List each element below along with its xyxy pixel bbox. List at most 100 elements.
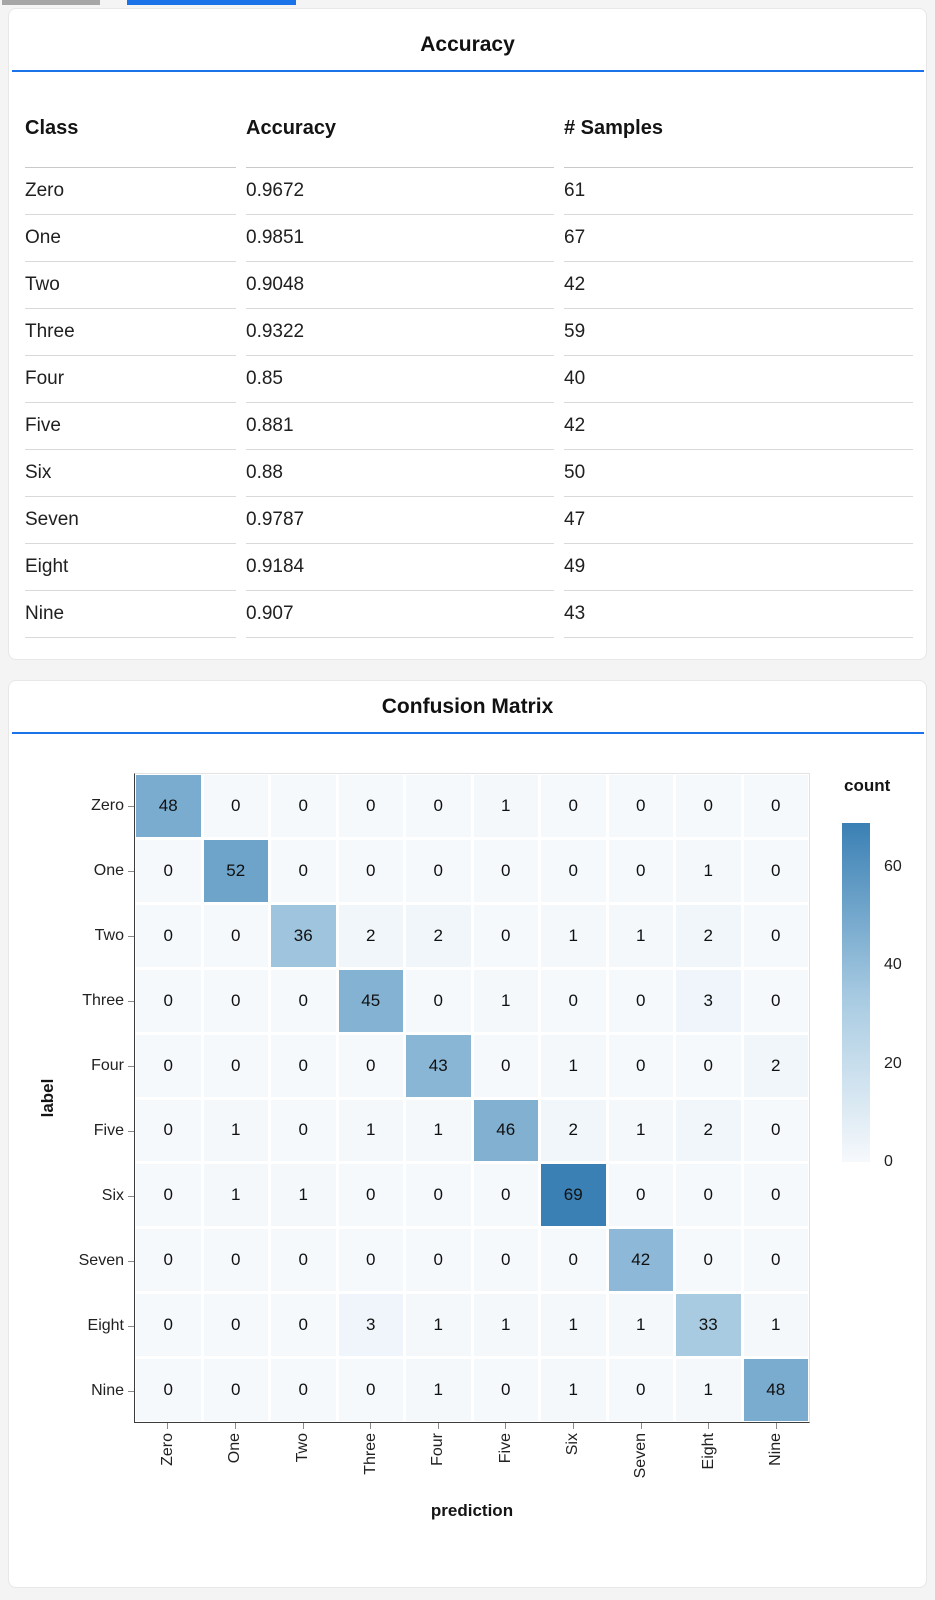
heatmap-cell: 0 <box>203 1359 268 1421</box>
heatmap-cell: 0 <box>676 775 741 837</box>
table-cell: Zero <box>25 168 236 215</box>
heatmap-cell: 1 <box>608 1099 673 1162</box>
heatmap-plot: 48 0 0 0 0 1 0 0 0 0 0 52 0 0 0 0 0 0 1 0 0 0 36 2 2 0 1 1 2 0 0 0 0 45 0 1… <box>134 773 810 1423</box>
x-axis-label: One <box>226 1433 244 1464</box>
heatmap-cell: 0 <box>406 969 471 1032</box>
heatmap-cell: 0 <box>338 1229 403 1292</box>
table-cell: 0.9048 <box>246 262 554 309</box>
table-cell: One <box>25 215 236 262</box>
heatmap-cell: 0 <box>473 904 538 967</box>
table-cell: 0.907 <box>246 591 554 638</box>
heatmap-cell: 0 <box>136 1099 201 1162</box>
x-axis-tick <box>167 1423 169 1429</box>
heatmap-cell: 3 <box>676 969 741 1032</box>
heatmap-cell: 0 <box>743 1164 808 1227</box>
heatmap-cell: 0 <box>541 839 606 902</box>
heatmap-cell: 1 <box>541 1034 606 1097</box>
confusion-matrix-title: Confusion Matrix <box>381 695 554 718</box>
heatmap-cell: 0 <box>406 839 471 902</box>
heatmap-cell: 0 <box>406 1164 471 1227</box>
confusion-matrix-panel: Confusion Matrix 48 0 0 0 0 1 0 0 0 0 0 52 0 0 0 0 0 0 1 0 0… <box>8 680 927 1588</box>
column-header--samples: # Samples <box>564 89 913 168</box>
y-axis-tick <box>128 1260 134 1262</box>
table-cell: Six <box>25 450 236 497</box>
table-row: Three 0.9322 59 <box>25 309 913 356</box>
heatmap-cell: 0 <box>473 839 538 902</box>
x-axis-tick <box>775 1423 777 1429</box>
heatmap-cell: 0 <box>743 839 808 902</box>
heatmap-cell: 0 <box>203 1294 268 1357</box>
table-cell: 0.9851 <box>246 215 554 262</box>
heatmap-cell: 1 <box>203 1099 268 1162</box>
y-axis-title: label <box>38 1078 57 1118</box>
x-axis-label: Six <box>564 1433 582 1456</box>
table-row: Zero 0.9672 61 <box>25 168 913 215</box>
heatmap-cell: 69 <box>541 1164 606 1227</box>
heatmap-cell: 48 <box>743 1359 808 1421</box>
table-cell: 0.9672 <box>246 168 554 215</box>
table-row: Five 0.881 42 <box>25 403 913 450</box>
heatmap-cell: 0 <box>541 1229 606 1292</box>
x-axis-label: Two <box>294 1433 311 1463</box>
heatmap-cell: 1 <box>608 1294 673 1357</box>
heatmap-cell: 43 <box>406 1034 471 1097</box>
y-axis-label: Seven <box>78 1251 124 1269</box>
table-row: Four 0.85 40 <box>25 356 913 403</box>
heatmap-cell: 0 <box>541 969 606 1032</box>
heatmap-cell: 1 <box>473 1294 538 1357</box>
table-cell: 0.881 <box>246 403 554 450</box>
heatmap-cell: 0 <box>271 1359 336 1421</box>
heatmap-cell: 0 <box>338 1164 403 1227</box>
table-cell: 0.88 <box>246 450 554 497</box>
x-axis-label: Five <box>496 1433 514 1464</box>
y-axis-tick <box>128 870 134 872</box>
y-axis-label: Three <box>82 991 124 1009</box>
heatmap-cell: 1 <box>541 1359 606 1421</box>
table-cell: 0.9322 <box>246 309 554 356</box>
legend-tick-label: 40 <box>884 956 902 974</box>
heatmap-row-labels: Zero One Two Three Four Five Six Seven Eight Nine <box>9 773 134 1423</box>
column-header-accuracy: Accuracy <box>246 89 554 168</box>
heatmap-cell: 0 <box>743 969 808 1032</box>
y-axis-tick <box>128 1000 134 1002</box>
accuracy-panel: Accuracy Class Accuracy # Samples Zero 0.96… <box>8 8 927 660</box>
table-cell: 49 <box>564 544 913 591</box>
y-axis-label: Eight <box>87 1316 124 1334</box>
heatmap-cell: 0 <box>338 1359 403 1421</box>
accuracy-table: Class Accuracy # Samples Zero 0.9672 61 One 0.… <box>15 89 923 638</box>
heatmap-cell: 0 <box>136 1359 201 1421</box>
table-cell: 42 <box>564 262 913 309</box>
x-axis-tick <box>370 1423 372 1429</box>
table-row: Two 0.9048 42 <box>25 262 913 309</box>
heatmap-cell: 0 <box>608 775 673 837</box>
heatmap-cell: 0 <box>136 904 201 967</box>
column-header-class: Class <box>25 89 236 168</box>
heatmap-cell: 0 <box>136 839 201 902</box>
heatmap-cell: 1 <box>406 1099 471 1162</box>
table-row: Nine 0.907 43 <box>25 591 913 638</box>
accuracy-table-header-row: Class Accuracy # Samples <box>25 89 913 168</box>
tab-indicator-inactive[interactable] <box>2 0 100 5</box>
heatmap-cell: 0 <box>271 1034 336 1097</box>
table-cell: 67 <box>564 215 913 262</box>
heatmap-cell: 0 <box>136 1229 201 1292</box>
heatmap-cell: 1 <box>541 904 606 967</box>
heatmap-cell: 1 <box>473 969 538 1032</box>
y-axis-tick <box>128 1195 134 1197</box>
heatmap-cell: 1 <box>676 1359 741 1421</box>
heatmap-cell: 0 <box>473 1359 538 1421</box>
heatmap-cell: 0 <box>743 904 808 967</box>
heatmap-cell: 1 <box>473 775 538 837</box>
table-cell: Five <box>25 403 236 450</box>
heatmap-cell: 1 <box>406 1359 471 1421</box>
table-cell: 0.85 <box>246 356 554 403</box>
table-cell: Eight <box>25 544 236 591</box>
heatmap-cell: 0 <box>271 969 336 1032</box>
y-axis-tick <box>128 805 134 807</box>
x-axis-tick <box>640 1423 642 1429</box>
heatmap-cell: 1 <box>338 1099 403 1162</box>
table-cell: Two <box>25 262 236 309</box>
tab-indicator-active[interactable] <box>127 0 296 5</box>
table-cell: 50 <box>564 450 913 497</box>
y-axis-label: One <box>93 861 124 879</box>
